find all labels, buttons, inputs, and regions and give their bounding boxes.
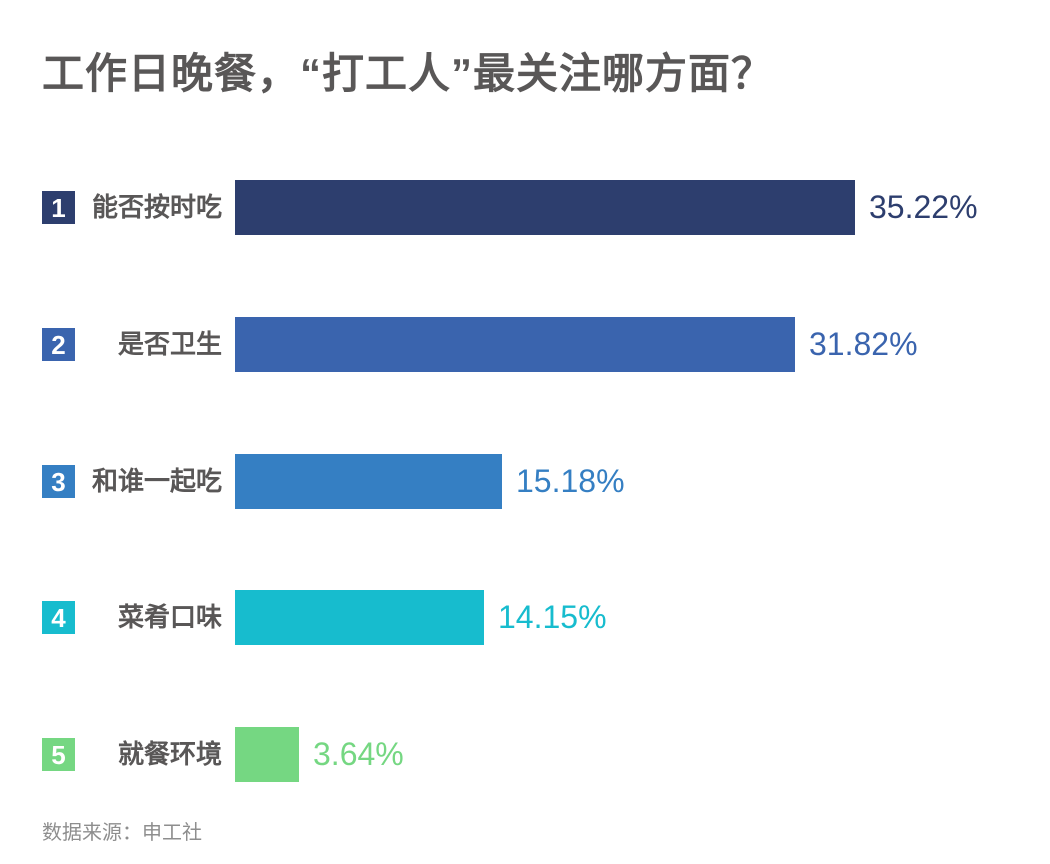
category-label: 就餐环境 xyxy=(117,739,222,769)
category-label: 菜肴口味 xyxy=(117,602,222,632)
bar xyxy=(235,590,484,645)
value-label: 31.82% xyxy=(809,326,918,362)
rank-badge: 5 xyxy=(42,738,75,771)
rank-badge: 3 xyxy=(42,465,75,498)
bar-row: 5 就餐环境 3.64% xyxy=(0,727,1050,782)
bar-row: 3 和谁一起吃 15.18% xyxy=(0,454,1050,509)
value-label: 3.64% xyxy=(313,736,404,772)
rank-badge: 2 xyxy=(42,328,75,361)
rank-badge: 1 xyxy=(42,191,75,224)
category-label: 能否按时吃 xyxy=(91,192,222,222)
bar-row: 2 是否卫生 31.82% xyxy=(0,317,1050,372)
bar xyxy=(235,727,299,782)
bar xyxy=(235,454,502,509)
rank-badge: 4 xyxy=(42,601,75,634)
bar xyxy=(235,317,795,372)
value-label: 15.18% xyxy=(516,463,625,499)
value-label: 14.15% xyxy=(498,599,607,635)
category-label: 是否卫生 xyxy=(117,329,222,359)
bar xyxy=(235,180,855,235)
data-source: 数据来源：申工社 xyxy=(42,822,202,844)
value-label: 35.22% xyxy=(869,189,978,225)
bar-row: 4 菜肴口味 14.15% xyxy=(0,590,1050,645)
chart-title: 工作日晚餐，“打工人”最关注哪方面？ xyxy=(42,50,775,97)
bar-row: 1 能否按时吃 35.22% xyxy=(0,180,1050,235)
category-label: 和谁一起吃 xyxy=(91,466,222,496)
